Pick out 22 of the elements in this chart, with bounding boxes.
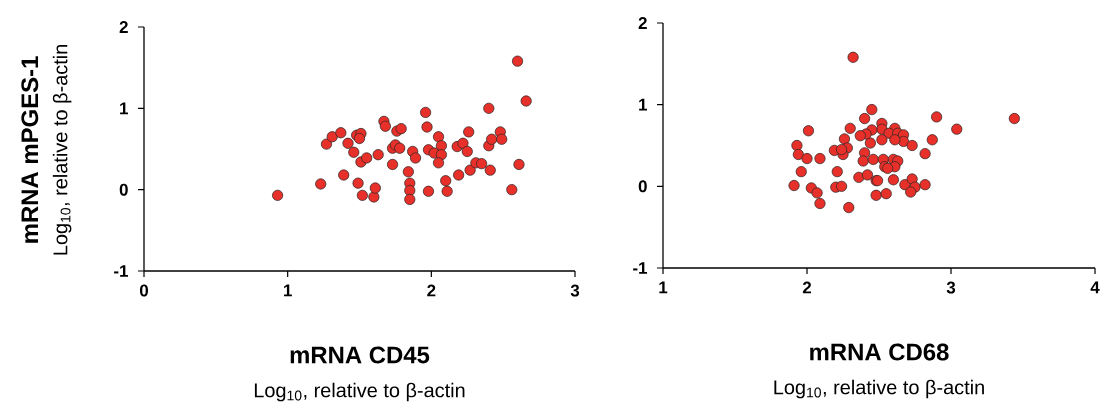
y-tick-label: 0 [119, 183, 128, 196]
y-tick-label: -1 [114, 265, 129, 277]
y-tick-label: 1 [639, 98, 648, 111]
x-tick-label: 0 [139, 284, 149, 297]
y-axis-title: mRNA mPGES-1 [21, 56, 39, 243]
y-tick-label: -1 [633, 262, 648, 274]
x-axis-title: mRNA CD45 [290, 346, 430, 364]
x-tick-label: 1 [284, 284, 292, 297]
text: Log$_{10}$, relative to β-actin [774, 379, 984, 399]
y-tick-label: 0 [638, 180, 647, 193]
y-tick-label: 1 [120, 102, 129, 115]
text: Log$_{10}$, relative to β-actin [254, 382, 465, 402]
x-tick-label: 3 [570, 284, 580, 297]
x-tick-label: 1 [659, 281, 668, 294]
y-tick-label: 2 [119, 21, 128, 33]
y-tick-label: 2 [638, 17, 647, 29]
x-tick-label: 3 [946, 281, 956, 294]
x-tick-label: 4 [1090, 281, 1100, 294]
x-tick-label: 2 [427, 284, 436, 297]
x-axis-title: mRNA CD68 [810, 343, 949, 361]
x-tick-label: 2 [802, 281, 812, 294]
text: Log$_{10}$, relative to β-actin [52, 45, 72, 255]
